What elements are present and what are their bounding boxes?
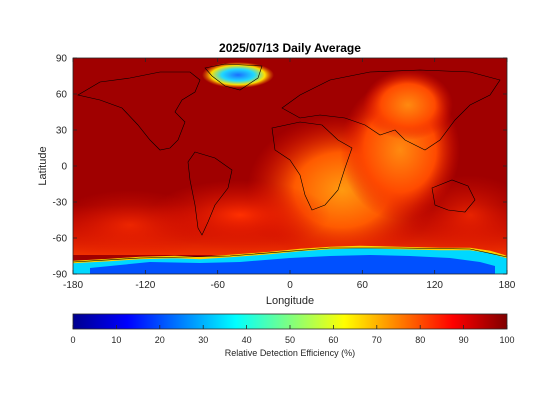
y-tick-label: -30 [53, 198, 68, 209]
y-tick-label: -90 [53, 270, 68, 281]
asia-warm-region [363, 70, 453, 140]
australia-coastline [431, 179, 476, 213]
y-tick-label: 90 [56, 54, 68, 65]
x-tick-label: 60 [357, 280, 369, 291]
y-tick-label: 60 [56, 90, 68, 101]
eurasia-coastline [281, 69, 501, 151]
eastern-pacific-warm-region [410, 175, 507, 255]
colorbar-tick-label: 20 [155, 335, 165, 345]
y-axis-label: Latitude [37, 146, 49, 185]
x-axis-label: Longitude [266, 295, 314, 307]
greenland-coastline [204, 63, 263, 91]
x-tick-label: 120 [426, 280, 443, 291]
colorbar-tick-label: 50 [285, 335, 295, 345]
antarctica-core-region [90, 255, 495, 274]
pacific-south-warm-region [73, 190, 210, 260]
y-tick-label: -60 [53, 234, 68, 245]
africa-coastline [271, 121, 353, 211]
colorbar-tick-label: 70 [372, 335, 382, 345]
colorbar-ticks: 0 10 20 30 40 50 60 70 80 90 100 [70, 325, 515, 345]
x-tick-label: 0 [287, 280, 293, 291]
greenland-low-region [202, 62, 274, 88]
x-tick-label: 180 [499, 280, 516, 291]
colorbar-tick-label: 10 [111, 335, 121, 345]
x-tick-label: -120 [135, 280, 155, 291]
y-tick-label: 30 [56, 126, 68, 137]
y-axis: 90 60 30 0 -30 -60 -90 [53, 54, 507, 281]
south-america-coastline [187, 151, 233, 236]
colorbar-tick-label: 100 [499, 335, 514, 345]
north-america-coastline [77, 71, 201, 151]
coastlines [73, 63, 507, 263]
antarctica-coastline [73, 247, 507, 263]
colorbar-tick-label: 0 [70, 335, 75, 345]
colorbar-tick-label: 30 [198, 335, 208, 345]
colorbar-label: Relative Detection Efficiency (%) [225, 348, 355, 358]
x-tick-label: -60 [210, 280, 225, 291]
y-tick-label: 0 [61, 162, 67, 173]
x-tick-label: -180 [63, 280, 83, 291]
chart-title: 2025/07/13 Daily Average [219, 41, 361, 55]
x-axis: -180 -120 -60 0 60 120 180 [63, 58, 516, 291]
colorbar-tick-label: 60 [328, 335, 338, 345]
colorbar-tick-label: 80 [415, 335, 425, 345]
colorbar-tick-label: 40 [242, 335, 252, 345]
colorbar-tick-label: 90 [459, 335, 469, 345]
plot-area [73, 58, 507, 274]
